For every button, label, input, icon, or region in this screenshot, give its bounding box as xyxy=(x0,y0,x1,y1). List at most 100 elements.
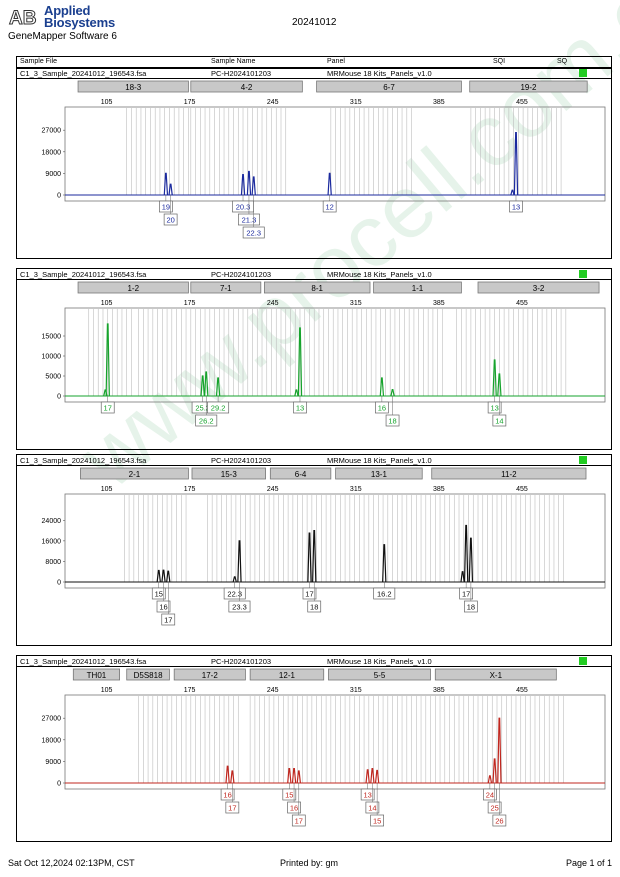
allele-call-box xyxy=(287,801,301,814)
locus-marker-bar xyxy=(269,467,332,480)
allele-call-label[interactable]: 26 xyxy=(492,814,507,827)
col-sample-name: Sample Name xyxy=(211,58,256,65)
allele-call-box xyxy=(365,801,380,814)
allele-call-label[interactable]: 17 xyxy=(302,587,317,600)
locus-marker-7-1[interactable]: 7-1 xyxy=(190,281,262,294)
allele-call-label[interactable]: 12 xyxy=(322,200,337,213)
allele-call-label[interactable]: 18 xyxy=(385,414,400,427)
allele-call-label[interactable]: 16 xyxy=(156,600,171,613)
locus-marker-13-1[interactable]: 13-1 xyxy=(335,467,423,480)
allele-call-label[interactable]: 15 xyxy=(151,587,166,600)
allele-call-box xyxy=(242,226,265,239)
locus-marker-label: 15-3 xyxy=(221,470,238,479)
x-tick-label: 455 xyxy=(516,99,528,106)
allele-call-text: 16 xyxy=(378,403,386,412)
x-tick-label: 385 xyxy=(433,300,445,307)
locus-marker-TH01[interactable]: TH01 xyxy=(72,668,120,681)
locus-marker-2-1[interactable]: 2-1 xyxy=(80,467,189,480)
allele-call-label[interactable]: 16 xyxy=(220,788,235,801)
allele-call-label[interactable]: 16 xyxy=(375,401,389,414)
allele-call-label[interactable]: 25 xyxy=(487,801,502,814)
brand-line2: Biosystems xyxy=(44,15,115,30)
allele-call-box xyxy=(100,401,115,414)
x-tick-label: 175 xyxy=(184,687,196,694)
peak xyxy=(379,377,385,397)
sample-meta-row: C1_3_Sample_20241012_196543.fsa PC-H20241… xyxy=(17,656,611,667)
allele-call-label[interactable]: 24 xyxy=(483,788,497,801)
locus-marker-8-1[interactable]: 8-1 xyxy=(263,281,371,294)
allele-call-label[interactable]: 21.3 xyxy=(238,213,260,226)
peak xyxy=(204,371,209,397)
allele-call-label[interactable]: 22.3 xyxy=(223,587,246,600)
allele-call-label[interactable]: 15 xyxy=(370,814,384,827)
allele-call-label[interactable]: 16 xyxy=(287,801,301,814)
allele-call-label[interactable]: 20 xyxy=(163,213,178,226)
peak xyxy=(237,540,242,583)
locus-marker-11-2[interactable]: 11-2 xyxy=(431,467,587,480)
allele-call-label[interactable]: 19 xyxy=(159,200,173,213)
allele-call-label[interactable]: 17 xyxy=(225,801,240,814)
allele-call-label[interactable]: 17 xyxy=(100,401,115,414)
locus-marker-label: 12-1 xyxy=(279,671,296,680)
locus-marker-bar xyxy=(431,467,587,480)
allele-call-label[interactable]: 13 xyxy=(360,788,375,801)
locus-marker-3-2[interactable]: 3-2 xyxy=(477,281,600,294)
sample-file-value: C1_3_Sample_20241012_196543.fsa xyxy=(20,657,147,666)
allele-call-label[interactable]: 16.2 xyxy=(373,587,396,600)
allele-call-text: 18 xyxy=(388,416,396,425)
y-tick-label: 9000 xyxy=(45,171,61,178)
allele-call-box xyxy=(487,801,502,814)
brand-line1: Applied xyxy=(44,3,91,18)
locus-marker-bar xyxy=(190,281,262,294)
locus-marker-19-2[interactable]: 19-2 xyxy=(469,80,588,93)
locus-marker-bar xyxy=(263,281,371,294)
allele-call-text: 13 xyxy=(296,403,304,412)
allele-call-label[interactable]: 15 xyxy=(282,788,297,801)
locus-marker-D5S818[interactable]: D5S818 xyxy=(126,668,170,681)
allele-call-text: 24 xyxy=(486,790,494,799)
locus-marker-15-3[interactable]: 15-3 xyxy=(191,467,266,480)
col-sq: SQ xyxy=(557,58,568,65)
locus-marker-1-2[interactable]: 1-2 xyxy=(77,281,189,294)
allele-call-label[interactable]: 18 xyxy=(464,600,478,613)
locus-marker-18-3[interactable]: 18-3 xyxy=(77,80,189,93)
allele-call-label[interactable]: 13 xyxy=(487,401,502,414)
locus-marker-12-1[interactable]: 12-1 xyxy=(249,668,325,681)
allele-call-label[interactable]: 26.2 xyxy=(195,414,218,427)
allele-call-label[interactable]: 14 xyxy=(492,414,507,427)
allele-call-text: 21.3 xyxy=(242,215,257,224)
peak xyxy=(232,576,237,583)
allele-call-label[interactable]: 17 xyxy=(459,587,473,600)
allele-call-label[interactable]: 13 xyxy=(293,401,307,414)
allele-call-label[interactable]: 14 xyxy=(365,801,380,814)
locus-marker-4-2[interactable]: 4-2 xyxy=(190,80,303,93)
locus-marker-5-5[interactable]: 5-5 xyxy=(328,668,431,681)
allele-call-text: 17 xyxy=(462,589,470,598)
locus-marker-bar xyxy=(373,281,462,294)
locus-marker-bar xyxy=(316,80,462,93)
locus-marker-label: TH01 xyxy=(87,671,107,680)
y-tick-label: 18000 xyxy=(42,737,62,744)
allele-call-label[interactable]: 20.3 xyxy=(232,200,254,213)
x-tick-label: 455 xyxy=(516,486,528,493)
locus-marker-label: 1-2 xyxy=(127,284,139,293)
allele-call-label[interactable]: 22.3 xyxy=(242,226,265,239)
allele-call-label[interactable]: 23.3 xyxy=(228,600,251,613)
locus-marker-6-7[interactable]: 6-7 xyxy=(316,80,462,93)
allele-call-label[interactable]: 18 xyxy=(307,600,322,613)
allele-call-label[interactable]: 17 xyxy=(161,613,176,626)
y-tick-label: 27000 xyxy=(42,128,62,135)
locus-marker-1-1[interactable]: 1-1 xyxy=(373,281,462,294)
locus-marker-6-4[interactable]: 6-4 xyxy=(269,467,332,480)
peak xyxy=(105,323,110,397)
allele-call-label[interactable]: 17 xyxy=(291,814,306,827)
locus-marker-X-1[interactable]: X-1 xyxy=(434,668,557,681)
allele-call-box xyxy=(225,801,240,814)
sample-name-value: PC-H2024101203 xyxy=(211,69,272,78)
locus-marker-bar xyxy=(434,668,557,681)
locus-marker-17-2[interactable]: 17-2 xyxy=(173,668,246,681)
allele-call-label[interactable]: 29.2 xyxy=(207,401,230,414)
peak xyxy=(382,544,387,583)
footer-page: Page 1 of 1 xyxy=(566,858,613,868)
allele-call-label[interactable]: 13 xyxy=(509,200,523,213)
